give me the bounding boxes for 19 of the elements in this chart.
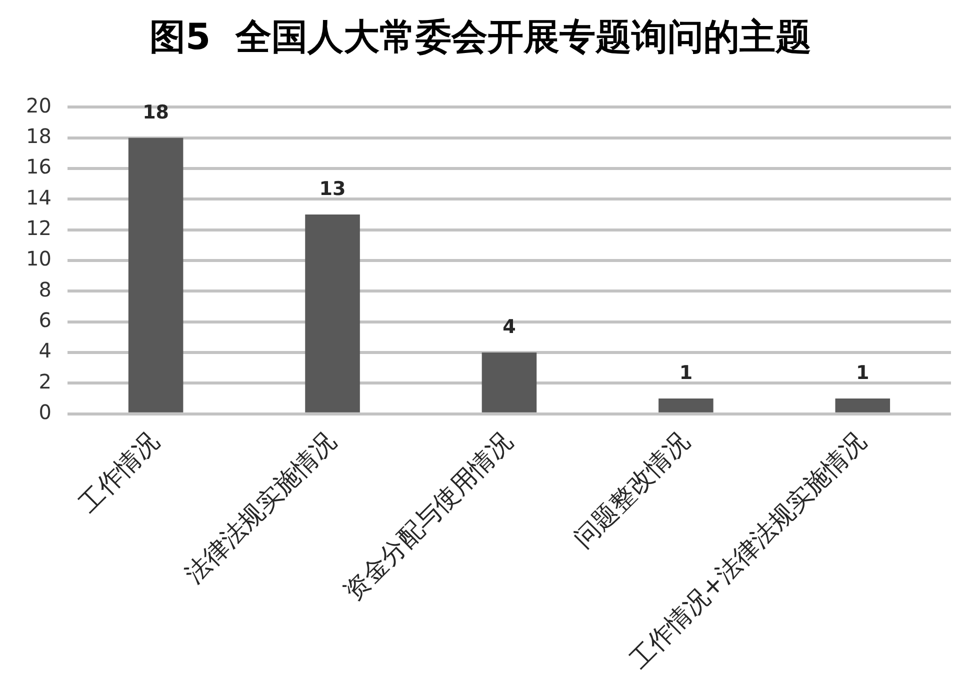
- y-tick-label: 4: [38, 338, 52, 363]
- y-tick-label: 8: [38, 277, 52, 302]
- y-tick-label: 18: [26, 124, 52, 148]
- data-label: 13: [319, 178, 346, 200]
- data-label: 1: [679, 362, 693, 384]
- y-tick-label: 0: [38, 400, 52, 424]
- y-tick-label: 14: [26, 185, 52, 210]
- y-tick-label: 16: [26, 154, 52, 179]
- y-tick-label: 2: [38, 369, 52, 394]
- y-tick-label: 6: [38, 308, 52, 332]
- y-tick-label: 12: [26, 216, 52, 240]
- data-label: 18: [142, 101, 170, 124]
- data-label: 1: [856, 362, 870, 384]
- y-tick-label: 20: [26, 93, 52, 118]
- x-tick-label: 问题整改情况: [568, 426, 695, 554]
- y-tick-label: 10: [26, 246, 52, 271]
- data-label: 4: [502, 316, 516, 338]
- chart-title: 图5 全国人大常委会开展专题询问的主题: [149, 16, 812, 58]
- x-tick-label: 工作情况: [73, 426, 165, 518]
